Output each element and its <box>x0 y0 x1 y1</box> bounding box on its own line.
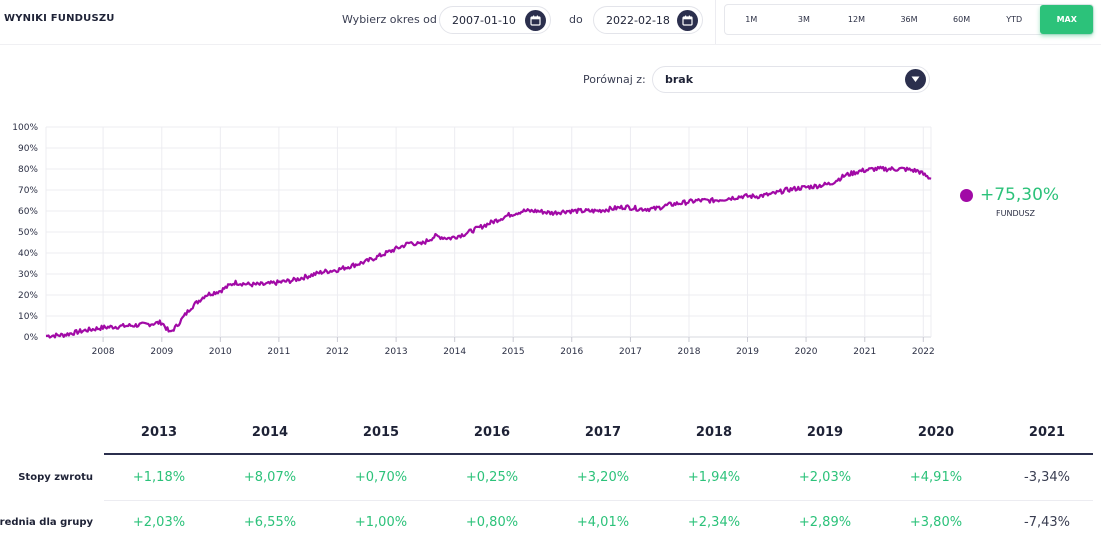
x-tick-label: 2022 <box>912 347 935 357</box>
period-1m-button[interactable]: 1M <box>745 15 758 24</box>
x-tick-label: 2015 <box>502 347 525 357</box>
x-tick-label: 2017 <box>619 347 642 357</box>
y-tick-label: 20% <box>18 291 38 301</box>
period-60m-button[interactable]: 60M <box>953 15 971 24</box>
table-cell: +0,25% <box>465 470 519 485</box>
x-tick-label: 2011 <box>267 347 290 357</box>
year-header: 2015 <box>362 425 400 440</box>
legend-marker <box>960 189 973 202</box>
fund-series-line[interactable] <box>46 165 932 339</box>
y-tick-label: 30% <box>18 270 38 280</box>
table-cell: +4,91% <box>909 470 963 485</box>
period-36m-button[interactable]: 36M <box>900 15 918 24</box>
compare-value[interactable]: brak <box>665 73 694 86</box>
compare-select[interactable]: brak <box>652 66 930 93</box>
x-tick-label: 2016 <box>560 347 583 357</box>
period-12m-button[interactable]: 12M <box>847 15 865 24</box>
period-to-label: do <box>569 13 583 26</box>
table-cell: +0,80% <box>465 515 519 530</box>
x-tick-label: 2008 <box>92 347 115 357</box>
x-tick-label: 2013 <box>385 347 408 357</box>
table-cell: +1,18% <box>132 470 186 485</box>
table-cell: +2,34% <box>687 515 741 530</box>
date-to-value[interactable]: 2022-02-18 <box>606 14 670 27</box>
y-tick-label: 40% <box>18 249 38 259</box>
year-header: 2020 <box>917 425 955 440</box>
period-selector: 1M 3M 12M 36M 60M YTD MAX <box>724 4 1094 35</box>
y-tick-label: 0% <box>24 333 39 343</box>
period-max-button[interactable]: MAX <box>1040 5 1094 34</box>
table-header-line <box>104 453 1093 455</box>
table-cell: +1,00% <box>354 515 408 530</box>
y-tick-label: 70% <box>18 186 38 196</box>
year-header: 2017 <box>584 425 622 440</box>
table-cell: +2,03% <box>798 470 852 485</box>
x-tick-label: 2020 <box>795 347 818 357</box>
x-tick-label: 2009 <box>150 347 173 357</box>
table-cell: +0,70% <box>354 470 408 485</box>
page-title: WYNIKI FUNDUSZU <box>4 13 115 24</box>
row-label-returns: Stopy zwrotu <box>18 472 93 483</box>
x-tick-label: 2010 <box>209 347 232 357</box>
table-cell: -7,43% <box>1024 515 1070 530</box>
y-tick-label: 100% <box>12 123 38 133</box>
x-tick-label: 2018 <box>678 347 701 357</box>
date-to-field[interactable]: 2022-02-18 <box>593 6 703 34</box>
x-axis: 2008 2009 2010 2011 2012 2013 2014 2015 2016 2017… <box>92 347 935 357</box>
period-ytd-button[interactable]: YTD <box>1006 15 1023 24</box>
table-cell: -3,34% <box>1024 470 1070 485</box>
year-header: 2018 <box>695 425 733 440</box>
chevron-down-icon[interactable] <box>905 69 926 90</box>
compare-label: Porównaj z: <box>583 73 646 86</box>
date-from-value[interactable]: 2007-01-10 <box>452 14 516 27</box>
header-divider-line <box>0 44 1101 45</box>
x-tick-label: 2019 <box>736 347 759 357</box>
date-from-field[interactable]: 2007-01-10 <box>439 6 551 34</box>
x-tick-label: 2012 <box>326 347 349 357</box>
table-cell: +3,20% <box>576 470 630 485</box>
table-cell: +8,07% <box>243 470 297 485</box>
year-header: 2013 <box>140 425 178 440</box>
y-tick-label: 90% <box>18 144 38 154</box>
y-tick-label: 80% <box>18 165 38 175</box>
year-header: 2016 <box>473 425 511 440</box>
year-header: 2019 <box>806 425 844 440</box>
x-tick-label: 2014 <box>443 347 466 357</box>
table-row-divider <box>104 500 1093 501</box>
year-header: 2021 <box>1028 425 1066 440</box>
table-cell: +3,80% <box>909 515 963 530</box>
year-header: 2014 <box>251 425 289 440</box>
table-cell: +2,03% <box>132 515 186 530</box>
period-from-label: Wybierz okres od <box>342 13 437 26</box>
row-label-group-average: Średnia dla grupy <box>0 517 93 528</box>
chart-grid <box>45 126 932 342</box>
y-axis: 0% 10% 20% 30% 40% 50% 60% 70% 80% 90% 100% <box>12 123 38 343</box>
x-tick-label: 2021 <box>853 347 876 357</box>
table-cell: +2,89% <box>798 515 852 530</box>
calendar-icon[interactable] <box>677 10 698 31</box>
legend-value: +75,30% <box>980 185 1060 205</box>
y-tick-label: 50% <box>18 228 38 238</box>
fund-performance-chart[interactable]: 0%10%20%30%40%50%60%70%80%90%100% 2008 20… <box>0 115 940 360</box>
table-cell: +4,01% <box>576 515 630 530</box>
calendar-icon[interactable] <box>525 10 546 31</box>
y-tick-label: 10% <box>18 312 38 322</box>
header-divider <box>715 0 716 44</box>
period-3m-button[interactable]: 3M <box>797 15 810 24</box>
table-cell: +6,55% <box>243 515 297 530</box>
table-cell: +1,94% <box>687 470 741 485</box>
y-tick-label: 60% <box>18 207 38 217</box>
legend-series-name: FUNDUSZ <box>996 209 1036 218</box>
